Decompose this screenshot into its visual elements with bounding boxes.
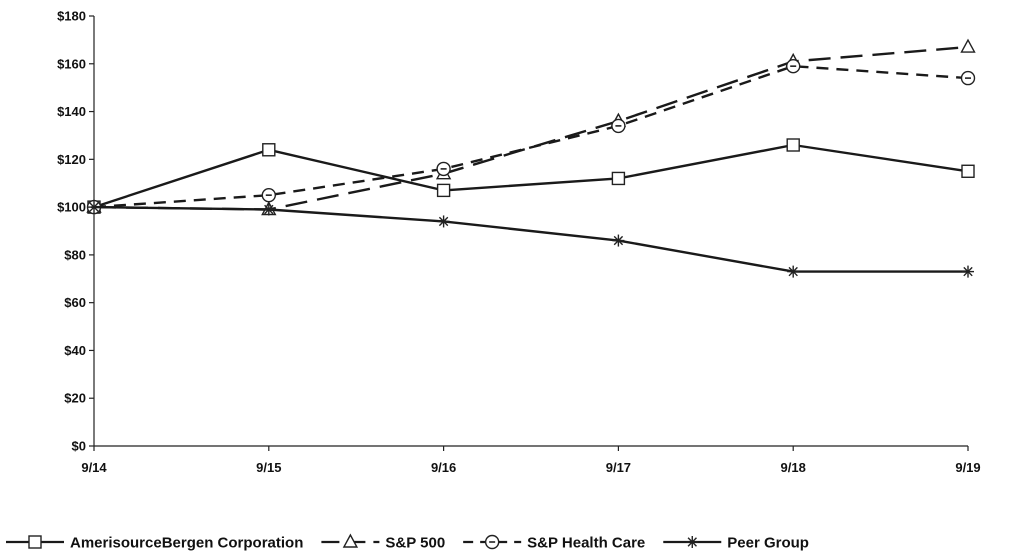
series-line-s-p-health-care [93,64,969,209]
data-point-peer-group [787,265,800,278]
series-group [86,38,976,278]
series-s-p-500 [86,38,976,216]
data-point-s-p-health-care [261,187,276,203]
series-amerisourcebergen-corporation [87,138,975,214]
series-s-p-health-care [86,58,976,215]
data-point-peer-group [88,201,100,214]
y-tick-label: $120 [57,152,86,167]
series-peer-group [88,201,974,278]
y-tick-label: $180 [57,9,86,24]
y-tick-label: $60 [64,295,86,310]
legend-label: S&P 500 [385,535,445,552]
x-tick-label: 9/18 [781,460,806,475]
x-tick-label: 9/17 [606,460,631,475]
x-tick-label: 9/19 [955,460,980,475]
legend-label: S&P Health Care [527,535,645,552]
y-axis-ticks: $0 $20 $40 $60 $80 $100 $120 $140 $160 $180 [57,9,94,454]
y-tick-label: $160 [57,56,86,71]
axes [93,16,968,447]
y-tick-label: $140 [57,104,86,119]
data-point-s-p-health-care [436,161,451,177]
legend-marker [342,533,359,548]
data-point-s-p-health-care [611,118,626,134]
y-tick-label: $20 [64,391,86,406]
legend-label: Peer Group [727,535,809,552]
data-point-amerisourcebergen-corporation [961,164,975,178]
x-tick-label: 9/15 [256,460,281,475]
data-point-amerisourcebergen-corporation [611,171,626,186]
legend-item-amerisourcebergen-corporation: AmerisourceBergen Corporation [6,535,303,552]
legend-label: AmerisourceBergen Corporation [70,535,303,552]
x-tick-label: 9/16 [431,460,456,475]
series-line-peer-group [93,205,968,273]
y-tick-label: $40 [64,343,86,358]
series-line-amerisourcebergen-corporation [93,143,969,209]
data-point-peer-group [262,203,275,216]
y-tick-label: $0 [72,439,86,454]
data-point-s-p-health-care [960,70,976,86]
x-tick-label: 9/14 [81,460,107,475]
y-tick-label: $100 [57,200,86,215]
legend-marker [28,535,42,549]
data-point-peer-group [962,265,974,278]
data-point-s-p-health-care [786,58,801,74]
x-axis-ticks: 9/14 9/15 9/16 9/17 9/18 9/19 [81,446,981,475]
legend-item-peer-group: Peer Group [663,535,809,552]
legend-marker [484,534,500,550]
y-tick-label: $80 [64,247,86,262]
legend-item-s-p-500: S&P 500 [321,533,445,552]
data-point-amerisourcebergen-corporation [262,143,276,157]
data-point-peer-group [437,215,450,228]
legend: AmerisourceBergen Corporation S&P 500 S&P … [6,533,809,552]
data-point-s-p-500 [960,38,976,53]
data-point-amerisourcebergen-corporation [436,183,451,198]
legend-marker [686,536,699,548]
data-point-peer-group [612,234,625,247]
data-point-amerisourcebergen-corporation [786,138,800,152]
legend-item-s-p-health-care: S&P Health Care [463,535,645,552]
